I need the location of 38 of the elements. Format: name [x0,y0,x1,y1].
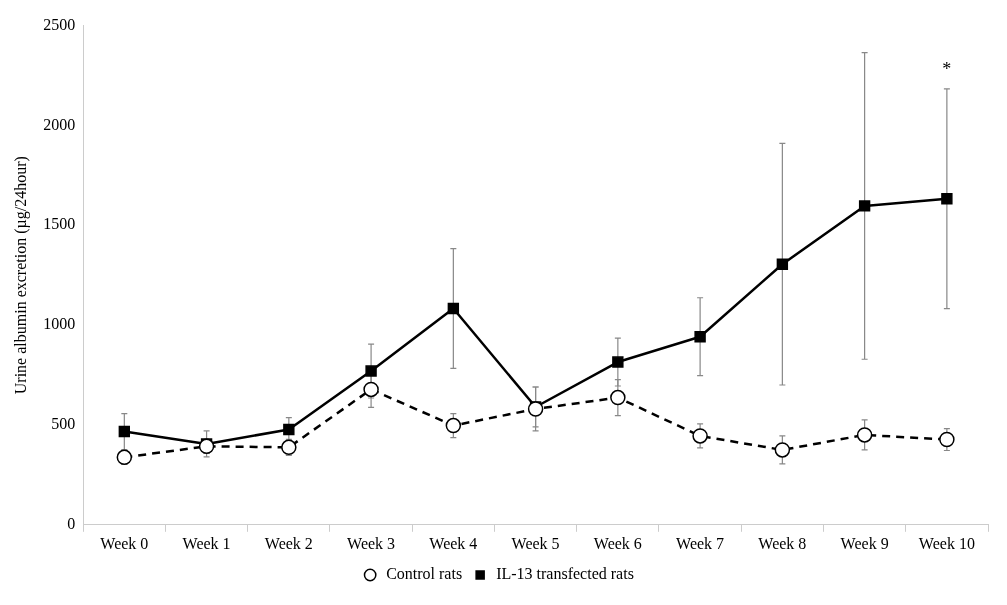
annotation: * [942,59,952,80]
legend-label: IL-13 transfected rats [496,565,634,583]
y-tick-label: 1500 [43,215,76,233]
point [694,331,706,343]
point [612,356,624,368]
point [776,258,789,270]
point [118,425,131,438]
x-tick-label: Week 5 [511,534,560,552]
point [941,193,953,205]
y-axis-title: Urine albumin excretion (µg/24hour) [11,156,30,395]
x-tick-label: Week 10 [918,534,975,552]
point [774,442,791,458]
point [610,389,626,406]
legend-label: Control rats [386,565,463,583]
x-tick-label: Week 8 [758,534,807,552]
point [283,423,295,436]
point [365,365,377,377]
point [363,381,379,398]
point [281,439,297,456]
x-tick-label: Week 7 [676,534,725,552]
point [445,417,462,434]
x-tick-label: Week 4 [429,534,478,552]
point [939,431,955,448]
point [447,302,460,315]
x-tick-label: Week 1 [182,534,231,552]
x-tick-label: Week 6 [593,534,642,552]
y-tick-label: 2000 [43,115,76,133]
y-tick-label: 1000 [43,315,76,333]
y-tick-label: 0 [67,515,76,532]
x-tick-label: Week 9 [840,534,889,552]
point [856,427,873,443]
y-tick-label: 2500 [43,15,76,33]
x-tick-label: Week 0 [100,534,149,552]
point [858,200,871,212]
y-tick-label: 500 [51,415,76,433]
x-tick-label: Week 3 [347,534,396,552]
point [692,428,708,444]
x-tick-label: Week 2 [264,534,313,552]
